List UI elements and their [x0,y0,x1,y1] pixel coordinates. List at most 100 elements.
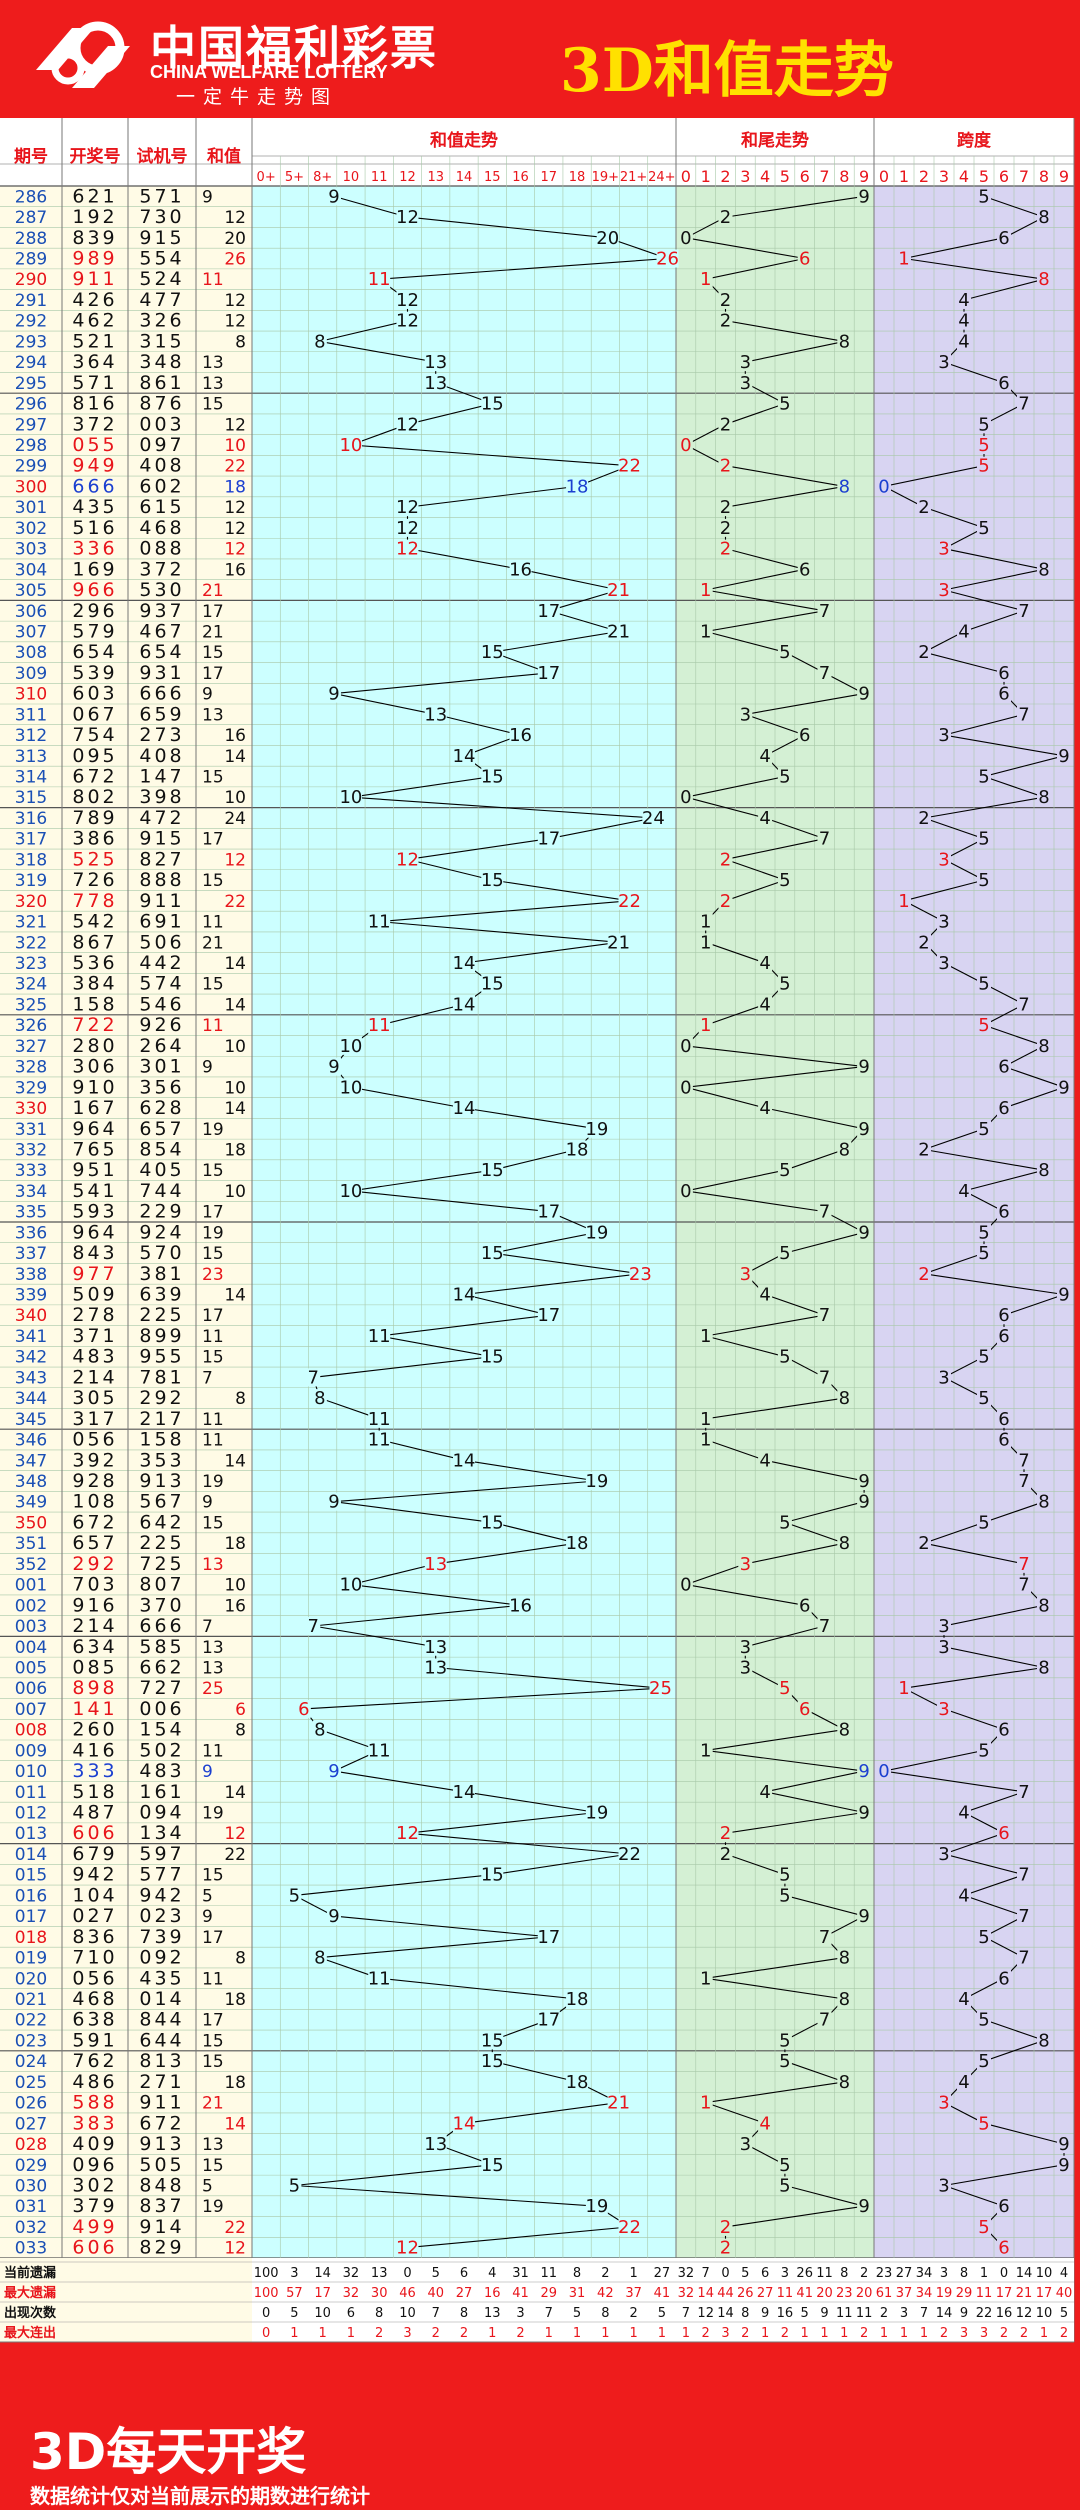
sum-trend-point-bg [481,2031,504,2050]
tail-trend-point-bg [758,1451,773,1470]
draw-number: 898 [72,1677,117,1699]
stats-span-value: 21 [1016,2286,1033,2301]
trial-number: 642 [139,1511,184,1533]
trial-number: 567 [139,1491,184,1513]
stats-span-value: 1 [880,2326,888,2341]
tail-trend-point: 1 [700,2093,711,2114]
issue-number: 014 [15,1845,47,1865]
sum-value: 18 [224,1534,246,1554]
span-trend-point-bg [997,228,1011,247]
stats-span-value: 3 [980,2326,988,2341]
tail-trend-point-bg [857,2197,872,2216]
header-draw: 开奖号 [70,146,121,167]
sum-trend-point: 10 [339,787,362,808]
tail-trend-point: 7 [819,1616,830,1637]
issue-number: 032 [15,2218,47,2238]
tail-trend-point: 2 [720,849,731,870]
issue-number: 303 [15,540,47,560]
sum-trend-point-bg [481,2052,504,2071]
sum-value: 12 [224,498,246,518]
span-trend-point: 5 [978,1927,989,1948]
stats-sum-value: 40 [427,2286,444,2301]
span-trend-point: 5 [978,2113,989,2134]
sum-trend-point-bg [368,1016,391,1035]
sum-trend-point: 6 [298,1699,309,1720]
span-trend-point-bg [977,1513,991,1532]
span-trend-point: 6 [998,373,1009,394]
draw-number: 867 [72,931,117,953]
sum-tick-label: 10 [343,170,360,185]
trial-number: 229 [139,1201,184,1223]
span-trend-point: 7 [1018,1948,1029,1969]
span-trend-point-bg [977,187,991,206]
draw-number: 416 [72,1739,117,1761]
trial-number: 506 [139,931,184,953]
header-banner: 中国福利彩票 CHINA WELFARE LOTTERY 一定牛走势图 3D和值… [0,0,1080,118]
draw-number: 483 [72,1346,117,1368]
issue-number: 289 [15,250,47,270]
tail-trend-point: 4 [759,808,770,829]
tail-trend-point: 2 [720,497,731,518]
stats-sum-value: 6 [460,2266,468,2281]
tail-trend-point: 2 [720,456,731,477]
span-trend-point-bg [997,1057,1011,1076]
issue-number: 009 [15,1741,47,1761]
tail-tick-label: 0 [681,167,691,186]
trial-number: 372 [139,558,184,580]
sum-tick-label: 5+ [285,170,304,185]
tail-trend-point-bg [738,705,753,724]
issue-number: 001 [15,1576,47,1596]
tail-trend-point-bg [797,249,812,268]
span-trend-point: 8 [1038,1595,1049,1616]
sum-trend-point-bg [396,415,419,434]
sum-trend-point-bg [396,311,419,330]
sum-trend-point: 14 [453,953,476,974]
sum-value: 21 [202,581,224,601]
sum-trend-point: 18 [566,476,589,497]
stats-span-value: 2 [1060,2326,1068,2341]
sum-trend-point-bg [424,1637,447,1656]
sum-trend-point: 15 [481,2155,504,2176]
tail-trend-point: 5 [779,1160,790,1181]
tail-trend-point-bg [718,2217,733,2236]
span-trend-point: 3 [938,849,949,870]
sum-trend-point-bg [566,1990,589,2008]
tail-trend-point-bg [678,1575,693,1594]
trial-number: 292 [139,1387,184,1409]
sum-value: 17 [202,664,224,684]
sum-trend-point: 17 [537,2010,560,2031]
stats-sum-value: 1 [319,2326,327,2341]
trial-number: 639 [139,1284,184,1306]
sum-value: 23 [202,1265,224,1285]
tail-trend-point-bg [797,1699,812,1718]
sum-trend-point-bg [306,1617,321,1636]
draw-number: 305 [72,1387,117,1409]
sum-trend-point-bg [396,518,419,537]
sum-trend-point: 15 [481,2030,504,2051]
issue-number: 326 [15,1016,47,1036]
sum-value: 13 [202,2135,224,2155]
sum-trend-point-bg [339,788,362,807]
trial-number: 827 [139,848,184,870]
sum-trend-point-bg [481,643,504,662]
issue-number: 318 [15,850,47,870]
span-trend-point-bg [917,498,931,517]
sum-trend-point: 10 [339,1077,362,1098]
span-trend-point-bg [977,2010,991,2029]
sum-trend-point: 17 [537,829,560,850]
sum-trend-point: 13 [424,373,447,394]
sum-trend-point-bg [618,2217,641,2236]
span-trend-point: 6 [998,1057,1009,1078]
stats-tail-value: 5 [741,2266,749,2281]
sum-trend-point: 10 [339,1575,362,1596]
issue-number: 288 [15,229,47,249]
draw-number: 435 [72,496,117,518]
sum-trend-point: 21 [607,2093,630,2114]
draw-number: 964 [72,1221,117,1243]
stats-tail-value: 12 [697,2306,714,2321]
stats-span-value: 1 [980,2266,988,2281]
issue-number: 308 [15,643,47,663]
sum-trend-point: 13 [424,1637,447,1658]
trial-number: 829 [139,2237,184,2259]
tail-trend-point: 1 [700,1015,711,1036]
